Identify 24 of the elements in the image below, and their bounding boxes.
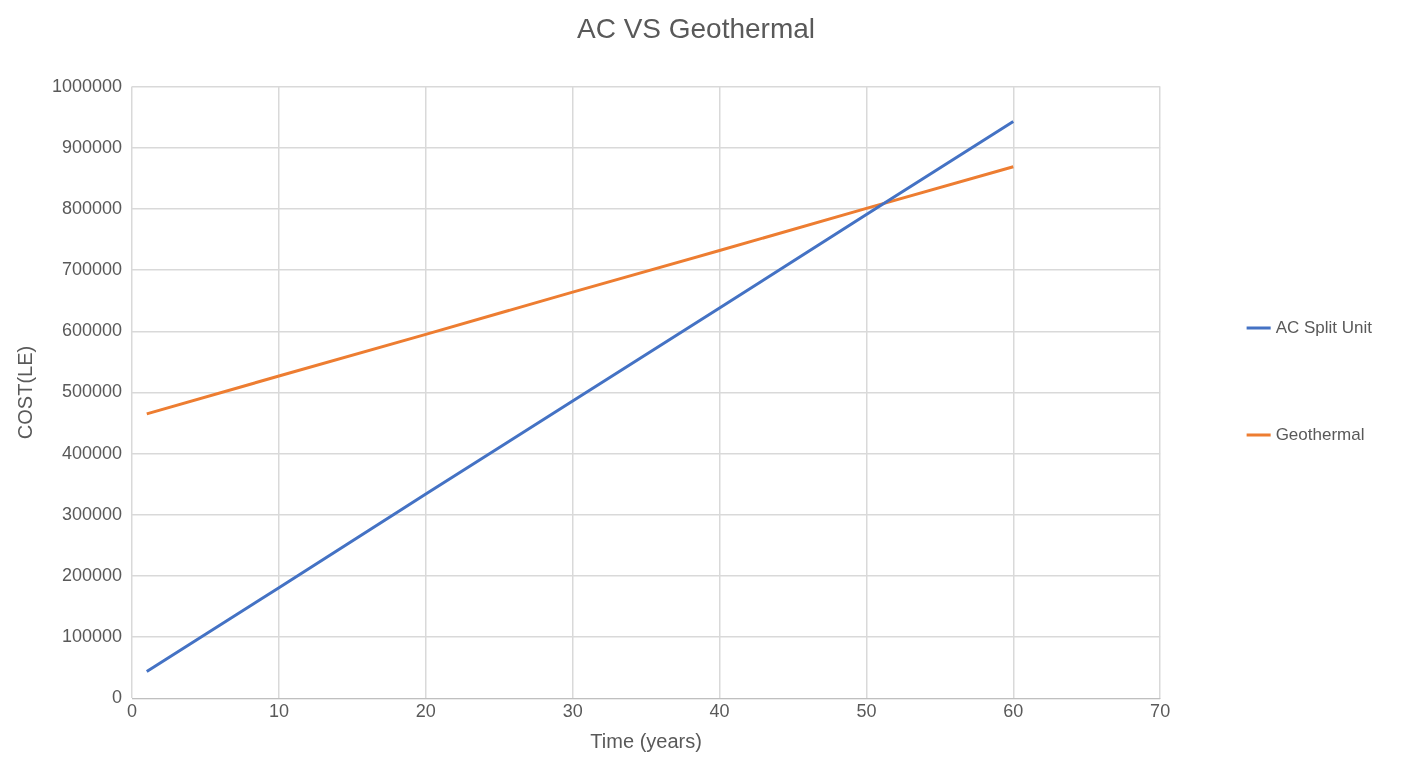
y-tick-label: 500000 — [62, 381, 123, 402]
y-tick-label: 800000 — [62, 197, 123, 218]
y-tick-label: 900000 — [62, 136, 123, 157]
y-tick-label: 700000 — [62, 259, 123, 280]
y-axis-title: COST(LE) — [13, 345, 36, 440]
x-tick-label: 40 — [709, 701, 730, 722]
x-tick-label: 50 — [856, 701, 877, 722]
x-tick-label: 60 — [1003, 701, 1024, 722]
x-tick-label: 30 — [562, 701, 583, 722]
x-axis-title: Time (years) — [590, 729, 702, 752]
y-tick-label: 100000 — [62, 626, 123, 647]
x-tick-label: 0 — [127, 701, 138, 722]
legend-label: Geothermal — [1275, 424, 1365, 444]
legend-label: AC Split Unit — [1275, 317, 1373, 337]
y-tick-label: 400000 — [62, 442, 123, 463]
y-tick-label: 200000 — [62, 565, 123, 586]
chart-title: AC VS Geothermal — [576, 12, 816, 44]
y-tick-label: 1000000 — [52, 75, 123, 96]
x-tick-label: 70 — [1150, 701, 1171, 722]
x-tick-label: 20 — [415, 701, 436, 722]
y-tick-label: 600000 — [62, 320, 123, 341]
y-tick-label: 0 — [112, 687, 123, 708]
x-tick-label: 10 — [268, 701, 289, 722]
y-tick-label: 300000 — [62, 503, 123, 524]
